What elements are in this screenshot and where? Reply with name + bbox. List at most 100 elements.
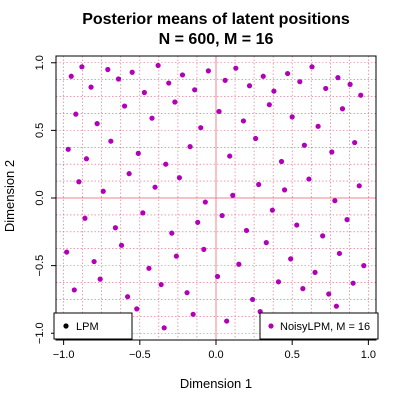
- data-point: [105, 66, 111, 73]
- data-point: [195, 219, 201, 225]
- axis-cross-lines: [56, 56, 376, 340]
- x-axis-label: Dimension 1: [180, 376, 252, 391]
- data-point: [198, 125, 204, 131]
- data-point: [71, 287, 77, 293]
- data-point: [236, 261, 242, 267]
- data-point: [97, 276, 103, 282]
- data-point: [297, 79, 303, 85]
- legend-noisylpm-marker: [268, 323, 274, 329]
- y-tick-label: −1.0: [34, 322, 46, 344]
- legend-lpm: LPM: [53, 312, 133, 340]
- data-point: [315, 123, 321, 129]
- data-point: [141, 89, 147, 96]
- data-point: [152, 184, 158, 190]
- data-point: [356, 183, 362, 189]
- data-point: [121, 103, 128, 109]
- data-point: [64, 249, 70, 255]
- data-point: [281, 187, 288, 193]
- data-point: [320, 233, 326, 239]
- data-point: [190, 311, 196, 317]
- legend-lpm-label: LPM: [76, 321, 99, 333]
- data-point: [256, 181, 262, 188]
- data-point: [224, 318, 230, 324]
- data-point: [222, 77, 228, 83]
- legend-lpm-marker: [63, 323, 69, 329]
- data-point: [91, 258, 97, 265]
- y-tick-label: −0.5: [34, 255, 46, 277]
- data-point: [184, 290, 190, 296]
- data-point: [201, 246, 207, 252]
- data-point: [335, 75, 341, 81]
- data-point: [176, 175, 183, 181]
- data-point: [219, 212, 225, 219]
- y-tick-label: 1.0: [34, 55, 46, 70]
- data-point: [344, 217, 350, 223]
- data-point: [289, 114, 295, 120]
- data-point: [205, 68, 211, 74]
- data-point: [300, 286, 306, 292]
- data-point: [161, 325, 167, 331]
- y-axis-ticks: −1.0 −0.5 0.0 0.5 1.0: [34, 55, 56, 344]
- data-point: [187, 144, 193, 150]
- data-point: [115, 76, 122, 82]
- data-point: [163, 161, 169, 167]
- legend-noisylpm-box: [259, 312, 379, 340]
- data-point: [202, 199, 208, 205]
- x-tick-label: −0.5: [129, 349, 151, 361]
- data-point: [179, 72, 186, 78]
- data-point: [108, 138, 114, 144]
- data-point: [149, 115, 155, 121]
- data-point: [166, 80, 172, 86]
- x-tick-label: 1.0: [361, 349, 376, 361]
- data-point: [326, 291, 332, 297]
- data-point: [158, 281, 164, 288]
- data-point: [269, 207, 275, 213]
- data-point: [278, 158, 285, 165]
- data-point: [333, 303, 339, 309]
- data-point: [240, 118, 247, 124]
- data-point: [329, 149, 335, 155]
- data-point: [76, 179, 82, 185]
- legend-lpm-box: [53, 312, 133, 340]
- data-point: [214, 273, 221, 280]
- legend-noisylpm-label: NoisyLPM, M = 16: [280, 321, 370, 333]
- data-point: [94, 121, 100, 127]
- y-tick-label: 0.0: [34, 190, 46, 205]
- data-point: [169, 230, 175, 236]
- data-point: [118, 242, 125, 248]
- data-point: [126, 171, 132, 177]
- data-point: [140, 210, 146, 216]
- data-point: [100, 188, 106, 194]
- data-points: [64, 62, 367, 331]
- data-point: [266, 102, 272, 108]
- data-point: [332, 198, 338, 204]
- data-point: [227, 153, 233, 159]
- data-point: [129, 69, 135, 75]
- data-point: [192, 87, 198, 93]
- data-point: [73, 111, 79, 117]
- x-tick-label: −1.0: [53, 349, 75, 361]
- data-point: [82, 215, 88, 221]
- chart-title-line2: N = 600, M = 16: [159, 31, 274, 48]
- data-point: [361, 263, 367, 269]
- data-point: [65, 146, 71, 152]
- data-point: [301, 142, 307, 148]
- data-point: [146, 265, 152, 271]
- data-point: [134, 306, 140, 312]
- data-point: [135, 150, 141, 156]
- data-point: [309, 64, 315, 70]
- data-point: [112, 225, 119, 231]
- data-point: [83, 156, 90, 162]
- data-point: [253, 135, 259, 142]
- data-point: [263, 240, 269, 246]
- y-axis-label: Dimension 2: [2, 160, 17, 232]
- data-point: [358, 92, 364, 98]
- data-point: [271, 88, 277, 94]
- legend-noisylpm: NoisyLPM, M = 16: [259, 312, 379, 340]
- data-point: [306, 176, 312, 182]
- data-point: [288, 256, 294, 262]
- data-point: [79, 64, 85, 70]
- x-tick-label: 0.0: [208, 349, 223, 361]
- data-point: [216, 108, 222, 115]
